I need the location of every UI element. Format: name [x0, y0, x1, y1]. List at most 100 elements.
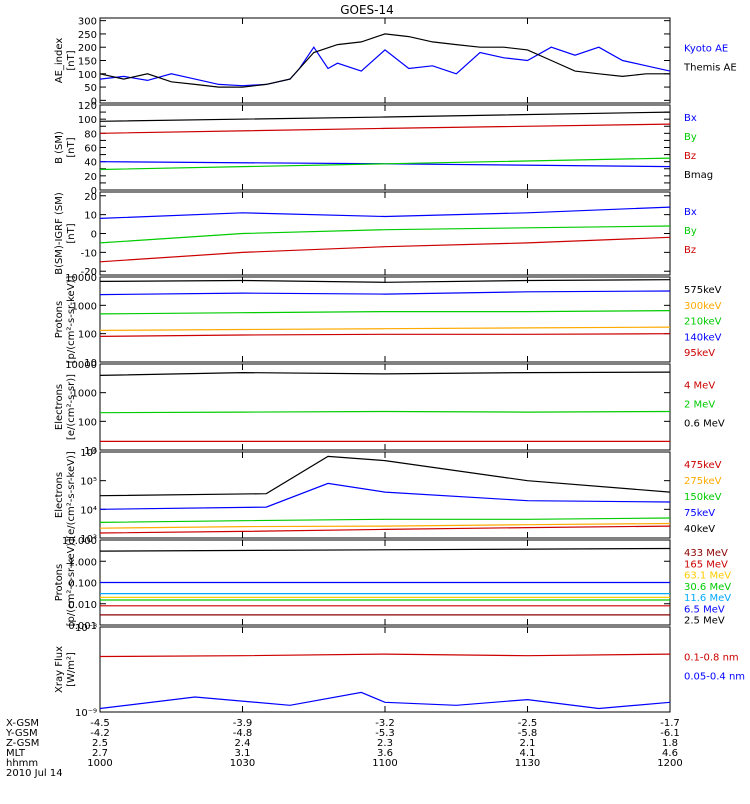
panel-protons2: 0.001 0.010 0.100 1.000 10.000 Protons [p/(cm²…: [54, 536, 731, 632]
y-tick-label: 250: [78, 30, 97, 41]
x-axis-row-label: Y-GSM: [5, 728, 38, 739]
legend-entry: Themis AE: [683, 63, 737, 74]
x-axis-value: 4.6: [662, 748, 678, 759]
legend-entry: By: [684, 226, 697, 237]
y-axis-units: [W/m²]: [66, 652, 77, 687]
legend-entry: 40keV: [684, 524, 715, 535]
panel-frame: [99, 17, 671, 104]
x-axis-value: 1000: [87, 758, 112, 769]
y-axis-label: Xray Flux: [54, 646, 65, 693]
series-line: [99, 333, 671, 337]
y-tick-label: 10000: [65, 360, 97, 371]
y-axis-units: [e/(cm²-s-sr)]: [66, 374, 77, 440]
x-axis-value: 3.6: [377, 748, 393, 759]
y-tick-label: 0.100: [68, 579, 97, 590]
y-tick-label: 60: [84, 144, 97, 155]
y-tick-label: 1000: [72, 389, 97, 400]
series-line: [99, 310, 671, 315]
x-axis-value: 2.4: [235, 738, 251, 749]
x-axis-value: 2.5: [92, 738, 108, 749]
y-tick-label: -20: [81, 267, 97, 278]
x-axis-value: 1130: [515, 758, 540, 769]
legend-entry: Bx: [684, 113, 697, 124]
x-axis-value: 2.3: [377, 738, 393, 749]
y-axis-label: Protons: [54, 301, 65, 338]
panel-frame: [99, 626, 671, 713]
y-tick-label: 10: [84, 358, 97, 369]
x-axis-row-label: MLT: [6, 748, 26, 759]
y-tick-label: 0.001: [68, 621, 97, 632]
x-axis-value: -3.9: [233, 718, 253, 729]
x-axis-value: -4.2: [90, 728, 110, 739]
y-tick-label: 10000: [65, 273, 97, 284]
y-tick-label: 120: [78, 101, 97, 112]
legend-entry: 4 MeV: [684, 381, 715, 392]
panel-protons1: 10 100 1000 10000 Protons [p/(cm²-s-sr-keV)] 5…: [54, 273, 722, 369]
y-tick-label: 150: [78, 57, 97, 68]
x-axis-value: 3.1: [235, 748, 251, 759]
y-axis-label: B (SM): [54, 131, 65, 164]
y-tick-label: 100: [78, 417, 97, 428]
y-axis-label: B(SM)-IGRF (SM): [54, 192, 65, 275]
legend-entry: Bz: [684, 151, 696, 162]
x-axis-value: 1200: [657, 758, 682, 769]
x-axis-value: -6.1: [660, 728, 680, 739]
y-tick-label: 0: [91, 230, 97, 241]
legend-entry: By: [684, 132, 697, 143]
y-axis-label: Electrons: [54, 472, 65, 518]
panel-frame: [99, 191, 671, 276]
x-axis-value: 2.1: [520, 738, 536, 749]
x-axis-value: -2.5: [518, 718, 538, 729]
panel-ae: 0 50 100 150 200 250 300 AE_index [nT] Kyoto AE Th…: [54, 17, 737, 108]
legend-entry: 30.6 MeV: [684, 582, 731, 593]
legend-entry: 140keV: [684, 332, 722, 343]
series-line: [99, 123, 671, 134]
legend-entry: 0.05-0.4 nm: [684, 672, 745, 683]
legend-entry: 63.1 MeV: [684, 571, 731, 582]
x-axis-value: 1.8: [662, 738, 678, 749]
y-axis-label: Protons: [54, 564, 65, 601]
legend-entry: 0.6 MeV: [684, 419, 725, 430]
y-axis-units: [p/(cm²-s-sr-keV)]: [66, 276, 77, 364]
x-axis-value: -5.8: [518, 728, 538, 739]
y-tick-label: 0: [91, 96, 97, 107]
x-axis-value: 1030: [230, 758, 255, 769]
x-axis-value: 1100: [372, 758, 397, 769]
legend-entry: 433 MeV: [684, 548, 728, 559]
y-tick-label: 100: [78, 330, 97, 341]
legend-entry: 275keV: [684, 476, 722, 487]
y-axis-label: AE_index: [54, 38, 65, 84]
x-axis-row-label: 2010 Jul 14: [6, 768, 63, 779]
y-tick-label: 1.000: [68, 557, 97, 568]
y-tick-label: -10: [81, 248, 97, 259]
series-line: [99, 517, 671, 523]
series-line: [99, 691, 671, 710]
series-line: [99, 33, 670, 88]
series-line: [99, 111, 671, 122]
panel-xray: 10⁻⁹ 10⁻⁸ Xray Flux [W/m²] 0.1-0.8 nm 0.05-0.…: [54, 623, 745, 719]
legend-entry: 0.1-0.8 nm: [684, 653, 739, 664]
x-axis-value: -4.5: [90, 718, 110, 729]
y-tick-label: 10: [84, 211, 97, 222]
legend-entry: 2 MeV: [684, 400, 715, 411]
series-line: [99, 525, 671, 534]
series-line: [99, 455, 671, 497]
y-axis-units: [e/(cm²-s-sr-keV)]: [66, 451, 77, 539]
series-line: [99, 547, 671, 552]
y-tick-label: 80: [84, 129, 97, 140]
y-tick-label: 40: [84, 158, 97, 169]
series-line: [99, 371, 671, 376]
x-axis-row-label: X-GSM: [6, 718, 39, 729]
y-tick-label: 200: [78, 43, 97, 54]
y-tick-label: 10⁶: [80, 448, 97, 459]
y-tick-label: 10: [84, 446, 97, 457]
y-tick-label: 50: [84, 83, 97, 94]
y-tick-label: 0: [91, 186, 97, 197]
y-tick-label: 0.010: [68, 600, 97, 611]
legend-entry: 165 MeV: [684, 559, 728, 570]
legend-entry: 95keV: [684, 348, 715, 359]
series-line: [99, 410, 671, 414]
series-line: [99, 46, 671, 87]
series-line: [99, 157, 671, 171]
